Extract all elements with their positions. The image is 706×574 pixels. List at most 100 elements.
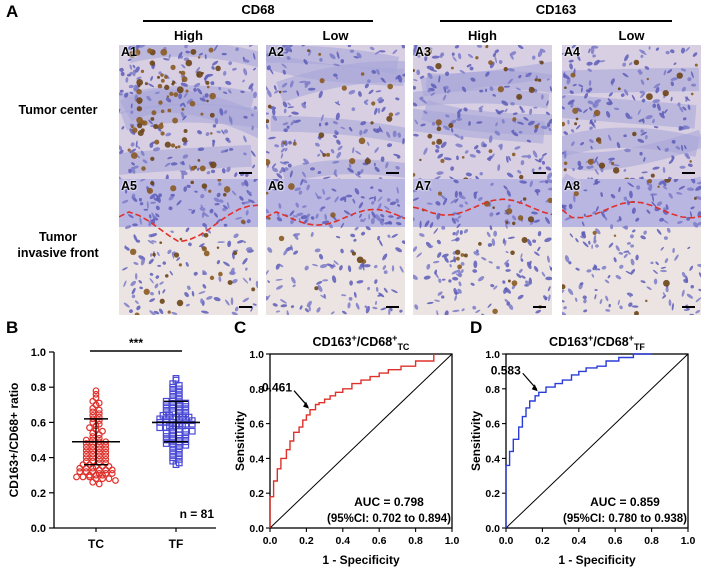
- nucleus: [608, 134, 612, 141]
- scale-bar: [533, 172, 546, 174]
- data-point: [188, 427, 196, 435]
- nucleus: [652, 166, 660, 170]
- nucleus: [568, 59, 574, 63]
- nucleus: [586, 165, 592, 170]
- stained-cell: [223, 186, 231, 193]
- nucleus: [690, 71, 694, 79]
- nucleus: [269, 68, 274, 75]
- nucleus: [239, 195, 244, 201]
- nucleus: [455, 237, 460, 242]
- nucleus: [583, 309, 588, 313]
- nucleus: [451, 270, 459, 275]
- nucleus: [624, 89, 629, 96]
- stained-cell: [142, 120, 148, 126]
- nucleus: [376, 128, 383, 132]
- tile-label: A6: [268, 179, 284, 193]
- nucleus: [582, 241, 589, 248]
- stained-cell: [448, 122, 454, 129]
- cutoff-label: 0.461: [262, 381, 292, 395]
- nucleus: [454, 133, 461, 138]
- nucleus: [567, 119, 570, 125]
- nucleus: [237, 240, 244, 244]
- nucleus: [629, 190, 633, 199]
- stained-cell: [419, 158, 422, 162]
- nucleus: [317, 284, 323, 292]
- nucleus: [333, 260, 339, 266]
- stained-cell: [130, 125, 134, 129]
- x-category-label: TF: [169, 537, 184, 551]
- nucleus: [469, 154, 476, 158]
- stained-cell: [170, 143, 176, 148]
- nucleus: [577, 165, 584, 170]
- data-point: [182, 431, 190, 439]
- nucleus: [129, 64, 133, 70]
- nucleus: [693, 221, 699, 228]
- nucleus: [396, 155, 401, 159]
- nucleus: [445, 114, 450, 118]
- nucleus: [413, 79, 418, 82]
- nucleus: [243, 59, 250, 63]
- stained-cell: [598, 140, 602, 144]
- nucleus: [224, 299, 230, 306]
- stained-cell: [440, 158, 445, 164]
- stained-cell: [512, 117, 517, 122]
- nucleus: [591, 273, 595, 278]
- nucleus: [134, 66, 140, 73]
- nucleus: [532, 239, 537, 243]
- nucleus: [347, 45, 352, 48]
- nucleus: [286, 125, 290, 129]
- nucleus: [601, 265, 607, 270]
- nucleus: [645, 135, 648, 140]
- nucleus: [680, 144, 684, 152]
- nucleus: [586, 269, 592, 273]
- nucleus: [416, 69, 421, 76]
- nucleus: [679, 165, 686, 169]
- nucleus: [364, 305, 369, 309]
- stained-cell: [181, 107, 185, 111]
- nucleus: [430, 92, 435, 96]
- nucleus: [389, 201, 397, 206]
- nucleus: [212, 60, 219, 66]
- nucleus: [663, 236, 668, 240]
- nucleus: [128, 214, 134, 219]
- nucleus: [395, 97, 400, 101]
- nucleus: [358, 202, 364, 209]
- nucleus: [459, 69, 466, 74]
- nucleus: [399, 309, 403, 313]
- nucleus: [692, 52, 698, 57]
- nucleus: [139, 202, 144, 206]
- nucleus: [631, 305, 639, 308]
- nucleus: [188, 242, 192, 247]
- nucleus: [419, 96, 424, 101]
- nucleus: [310, 216, 315, 220]
- nucleus: [288, 140, 292, 145]
- nucleus: [445, 71, 450, 77]
- col-label-cd163-low: Low: [618, 28, 645, 43]
- nucleus: [163, 58, 170, 61]
- nucleus: [698, 288, 701, 292]
- nucleus: [281, 82, 288, 88]
- nucleus: [434, 269, 438, 275]
- nucleus: [687, 187, 695, 191]
- nucleus: [528, 120, 535, 126]
- nucleus: [428, 46, 433, 50]
- nucleus: [502, 280, 506, 284]
- nucleus: [380, 156, 385, 162]
- nucleus: [266, 295, 269, 301]
- nucleus: [413, 133, 419, 137]
- nucleus: [253, 179, 258, 183]
- nucleus: [378, 50, 386, 53]
- nucleus: [576, 107, 582, 113]
- title-part: TC: [397, 342, 409, 352]
- nucleus: [158, 71, 162, 75]
- stained-cell: [534, 78, 538, 82]
- nucleus: [680, 68, 687, 72]
- nucleus: [521, 155, 529, 158]
- nucleus: [251, 125, 254, 131]
- nucleus: [352, 198, 356, 204]
- nucleus: [572, 83, 577, 87]
- nucleus: [435, 149, 440, 153]
- data-point: [89, 429, 97, 437]
- stained-cell: [650, 173, 655, 178]
- nucleus: [200, 298, 204, 304]
